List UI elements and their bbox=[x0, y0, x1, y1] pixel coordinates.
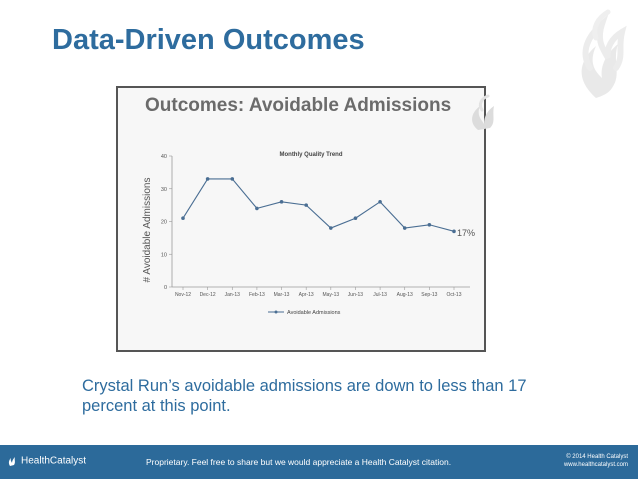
slide-title: Data-Driven Outcomes bbox=[52, 24, 365, 56]
chart-title: Monthly Quality Trend bbox=[279, 152, 342, 158]
legend-swatch-marker bbox=[274, 310, 278, 314]
x-tick-label: May-13 bbox=[322, 292, 339, 298]
body-text: Crystal Run’s avoidable admissions are d… bbox=[82, 377, 527, 415]
footer-brand: HealthCatalyst bbox=[21, 455, 87, 467]
data-point bbox=[255, 206, 259, 211]
footer-credits: © 2014 Health Catalyst www.healthcatalys… bbox=[564, 453, 628, 469]
series-line bbox=[182, 178, 455, 232]
data-point bbox=[402, 226, 407, 230]
x-tick-label: Oct-13 bbox=[446, 292, 461, 298]
x-tick-label: Dec-12 bbox=[200, 292, 216, 298]
y-tick-label: 20 bbox=[161, 220, 167, 226]
footer-note: Proprietary. Feel free to share but we w… bbox=[146, 457, 452, 467]
x-tick-label: Jul-13 bbox=[373, 292, 387, 298]
x-tick-label: Apr-13 bbox=[299, 292, 314, 298]
y-axis-label: # Avoidable Admissions bbox=[142, 178, 153, 283]
data-point bbox=[304, 203, 308, 207]
data-point bbox=[353, 216, 358, 221]
data-point bbox=[279, 200, 284, 204]
y-tick-label: 30 bbox=[161, 187, 167, 193]
footer-logo: HealthCatalyst bbox=[8, 455, 86, 467]
data-point bbox=[329, 226, 333, 230]
inner-flame-icon bbox=[472, 94, 494, 130]
x-tick-label: Aug-13 bbox=[397, 292, 413, 298]
inner-title: Outcomes: Avoidable Admissions bbox=[145, 95, 452, 116]
data-point bbox=[181, 216, 185, 221]
footer-copyright: © 2014 Health Catalyst bbox=[566, 454, 628, 460]
footer-website[interactable]: www.healthcatalyst.com bbox=[563, 462, 628, 468]
chart-legend: Avoidable Admissions bbox=[268, 310, 341, 316]
health-catalyst-logo-icon bbox=[8, 457, 15, 466]
x-tick-label: Jan-13 bbox=[225, 292, 241, 298]
x-tick-label: Nov-12 bbox=[175, 292, 191, 298]
annotation-label: 17% bbox=[457, 228, 475, 238]
x-tick-label: Sep-13 bbox=[421, 292, 437, 298]
legend-entry: Avoidable Admissions bbox=[287, 310, 341, 316]
y-tick-label: 40 bbox=[161, 154, 167, 160]
data-point bbox=[427, 222, 432, 227]
flame-logo-icon bbox=[581, 9, 627, 98]
data-point bbox=[230, 177, 235, 181]
data-point bbox=[378, 200, 382, 204]
y-tick-label: 0 bbox=[164, 285, 167, 291]
y-tick-label: 10 bbox=[161, 252, 167, 258]
x-tick-label: Mar-13 bbox=[274, 292, 290, 298]
data-point bbox=[452, 229, 456, 234]
x-tick-label: Jun-13 bbox=[348, 292, 364, 298]
data-point bbox=[205, 177, 210, 181]
chart-frame bbox=[116, 86, 486, 352]
x-tick-label: Feb-13 bbox=[249, 292, 265, 298]
footer-bar: HealthCatalyst Proprietary. Feel free to… bbox=[0, 445, 638, 479]
